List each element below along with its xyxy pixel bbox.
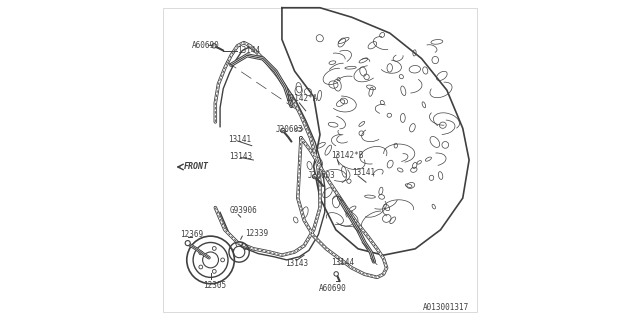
Text: 13141: 13141 xyxy=(228,135,251,144)
Text: FRONT: FRONT xyxy=(184,163,209,172)
Text: 13142*B: 13142*B xyxy=(331,151,364,160)
Circle shape xyxy=(312,174,317,179)
Text: 13144: 13144 xyxy=(237,46,260,55)
Text: 13143: 13143 xyxy=(285,259,308,268)
Text: 13144: 13144 xyxy=(331,258,354,267)
Text: A013001317: A013001317 xyxy=(423,303,469,312)
Text: 12305: 12305 xyxy=(203,281,226,290)
Text: G93906: G93906 xyxy=(230,206,257,215)
Text: 13141: 13141 xyxy=(352,168,375,177)
Text: A60690: A60690 xyxy=(319,284,346,293)
Circle shape xyxy=(334,272,339,276)
Text: 12369: 12369 xyxy=(180,230,204,239)
Text: J20603: J20603 xyxy=(276,125,303,134)
Text: J20603: J20603 xyxy=(307,172,335,180)
Text: 12339: 12339 xyxy=(246,229,269,238)
Text: 13142*A: 13142*A xyxy=(285,94,317,103)
Circle shape xyxy=(212,44,216,48)
Circle shape xyxy=(281,128,285,133)
Circle shape xyxy=(185,241,190,246)
Text: 13143: 13143 xyxy=(230,152,253,161)
Text: A60690: A60690 xyxy=(191,41,220,50)
